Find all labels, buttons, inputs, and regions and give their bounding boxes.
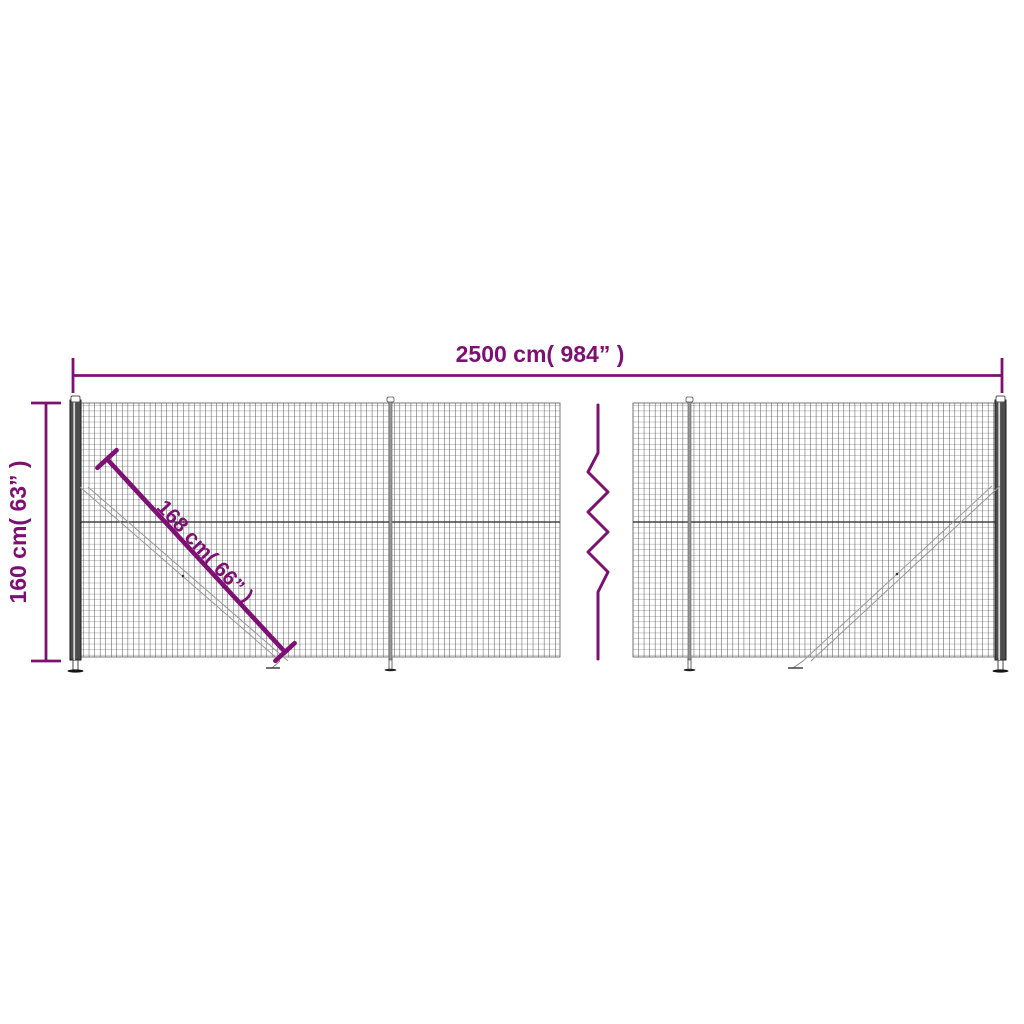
svg-text:2500 cm( 984” ): 2500 cm( 984” ) bbox=[456, 341, 625, 367]
svg-text:160 cm( 63” ): 160 cm( 63” ) bbox=[5, 460, 31, 603]
